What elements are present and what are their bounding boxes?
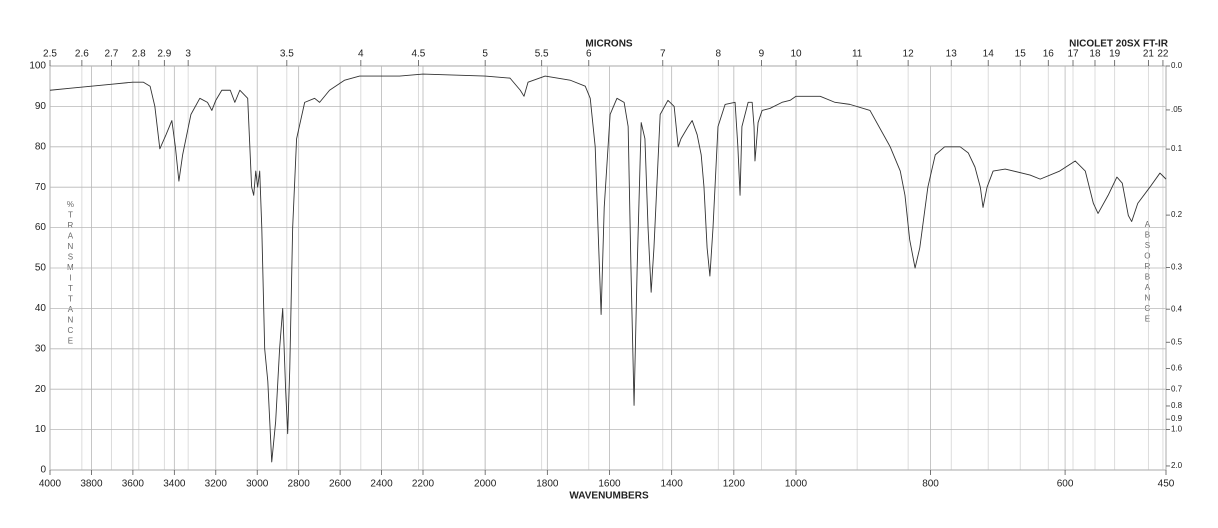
x-tick-label: 800 xyxy=(922,479,939,490)
micron-tick-label: 14 xyxy=(983,49,995,60)
y2-tick-label: 0.1 xyxy=(1171,144,1183,153)
y2-tick-label: 0.9 xyxy=(1171,414,1183,423)
x-axis-title: WAVENUMBERS xyxy=(569,491,649,502)
micron-tick-label: 3 xyxy=(185,49,191,60)
micron-tick-label: 2.8 xyxy=(132,49,146,60)
x-tick-label: 1600 xyxy=(598,479,621,490)
y-tick-label: 60 xyxy=(35,222,47,233)
y-tick-label: 20 xyxy=(35,384,47,395)
y-tick-label: 0 xyxy=(40,465,46,476)
x-tick-label: 2600 xyxy=(329,479,352,490)
y2-tick-label: 0.0 xyxy=(1171,61,1183,70)
micron-tick-label: 4 xyxy=(358,49,364,60)
x-tick-label: 2200 xyxy=(412,479,435,490)
y2-tick-label: 2.0 xyxy=(1171,461,1183,470)
micron-tick-label: 13 xyxy=(946,49,958,60)
y2-axis-title: ABSORBANCE xyxy=(1143,220,1152,325)
micron-tick-label: 2.5 xyxy=(43,49,57,60)
y-tick-label: 50 xyxy=(35,263,47,274)
micron-tick-label: 19 xyxy=(1109,49,1121,60)
y-tick-label: 10 xyxy=(35,424,47,435)
micron-tick-label: 21 xyxy=(1143,49,1155,60)
y2-tick-label: 0.2 xyxy=(1171,210,1183,219)
micron-tick-label: 2.9 xyxy=(157,49,171,60)
x-tick-label: 1000 xyxy=(785,479,808,490)
x-tick-label: 3200 xyxy=(205,479,228,490)
micron-tick-label: 2.6 xyxy=(75,49,89,60)
micron-tick-label: 15 xyxy=(1015,49,1027,60)
y2-tick-label: .05 xyxy=(1171,105,1183,114)
micron-tick-label: 22 xyxy=(1157,49,1169,60)
micron-tick-label: 2.7 xyxy=(104,49,118,60)
x-tick-label: 1200 xyxy=(723,479,746,490)
x-tick-label: 600 xyxy=(1057,479,1074,490)
micron-tick-label: 10 xyxy=(790,49,802,60)
micron-tick-label: 6 xyxy=(586,49,592,60)
x-tick-label: 2000 xyxy=(474,479,497,490)
micron-tick-label: 3.5 xyxy=(280,49,294,60)
top-axis-title: MICRONS xyxy=(585,39,633,50)
x-tick-label: 3800 xyxy=(80,479,103,490)
micron-tick-label: 11 xyxy=(852,49,863,60)
y2-tick-label: 0.3 xyxy=(1171,263,1183,272)
y-tick-label: 90 xyxy=(35,101,47,112)
y-tick-label: 30 xyxy=(35,343,47,354)
x-tick-label: 3600 xyxy=(122,479,145,490)
x-tick-label: 2400 xyxy=(370,479,393,490)
y-axis-title: %TRANSMITTANCE xyxy=(66,200,75,347)
micron-tick-label: 7 xyxy=(660,49,666,60)
y2-tick-label: 0.8 xyxy=(1171,401,1183,410)
micron-tick-label: 16 xyxy=(1043,49,1055,60)
x-tick-label: 450 xyxy=(1158,479,1175,490)
x-tick-label: 3400 xyxy=(163,479,186,490)
y-tick-label: 40 xyxy=(35,303,47,314)
y-tick-label: 80 xyxy=(35,141,47,152)
micron-tick-label: 9 xyxy=(759,49,765,60)
x-tick-label: 1800 xyxy=(536,479,559,490)
y2-tick-label: 0.6 xyxy=(1171,364,1183,373)
micron-tick-label: 8 xyxy=(716,49,722,60)
micron-tick-label: 17 xyxy=(1067,49,1079,60)
y2-tick-label: 1.0 xyxy=(1171,425,1183,434)
x-tick-label: 2800 xyxy=(288,479,311,490)
y-tick-label: 70 xyxy=(35,182,47,193)
micron-tick-label: 5.5 xyxy=(535,49,549,60)
micron-tick-label: 18 xyxy=(1089,49,1101,60)
micron-tick-label: 5 xyxy=(482,49,488,60)
y-tick-label: 100 xyxy=(29,61,46,72)
chart-title: NICOLET 20SX FT-IR xyxy=(1069,39,1169,50)
x-tick-label: 3000 xyxy=(246,479,269,490)
y2-tick-label: 0.5 xyxy=(1171,337,1183,346)
micron-tick-label: 12 xyxy=(903,49,915,60)
x-tick-label: 4000 xyxy=(39,479,62,490)
micron-tick-label: 4.5 xyxy=(411,49,425,60)
y2-tick-label: 0.4 xyxy=(1171,304,1183,313)
spectrum-line xyxy=(49,73,1167,463)
x-tick-label: 1400 xyxy=(661,479,684,490)
y2-tick-label: 0.7 xyxy=(1171,385,1183,394)
